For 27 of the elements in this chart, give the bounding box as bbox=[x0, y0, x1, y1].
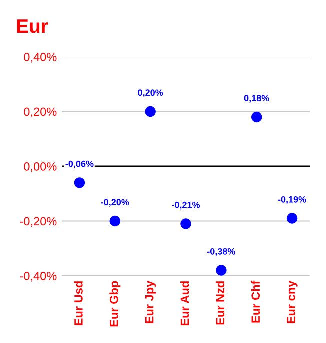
data-label: -0,38% bbox=[207, 248, 236, 256]
x-tick-label: Eur Usd bbox=[74, 282, 83, 326]
chart-title: Eur bbox=[17, 20, 48, 34]
x-tick-label: Eur Chf bbox=[251, 280, 260, 323]
data-label: -0,21% bbox=[172, 202, 200, 210]
point bbox=[216, 265, 227, 276]
point bbox=[145, 106, 156, 118]
y-tick-label: -0,40% bbox=[20, 272, 57, 282]
y-tick-label: 0,20% bbox=[24, 108, 57, 118]
x-tick-label: Eur Jpy bbox=[146, 280, 156, 324]
x-tick-label: Eur Gbp bbox=[110, 281, 121, 327]
x-tick-label: Eur Nzd bbox=[216, 282, 225, 325]
y-tick-label: 0,00% bbox=[24, 162, 57, 172]
point bbox=[180, 218, 192, 230]
data-label: -0,20% bbox=[101, 199, 130, 207]
point bbox=[74, 178, 86, 188]
data-label: -0,19% bbox=[278, 196, 306, 204]
data-label: 0,18% bbox=[244, 95, 270, 103]
point bbox=[252, 112, 262, 123]
y-tick-label: 0,40% bbox=[24, 53, 57, 63]
data-label: -0,06% bbox=[66, 160, 94, 169]
x-tick-label: Eur Aud bbox=[180, 282, 190, 326]
y-tick-label: -0,20% bbox=[20, 217, 57, 228]
data-label: 0,20% bbox=[138, 90, 164, 98]
point bbox=[110, 216, 120, 227]
point bbox=[286, 213, 298, 224]
x-tick-label: Eur cny bbox=[287, 280, 298, 324]
